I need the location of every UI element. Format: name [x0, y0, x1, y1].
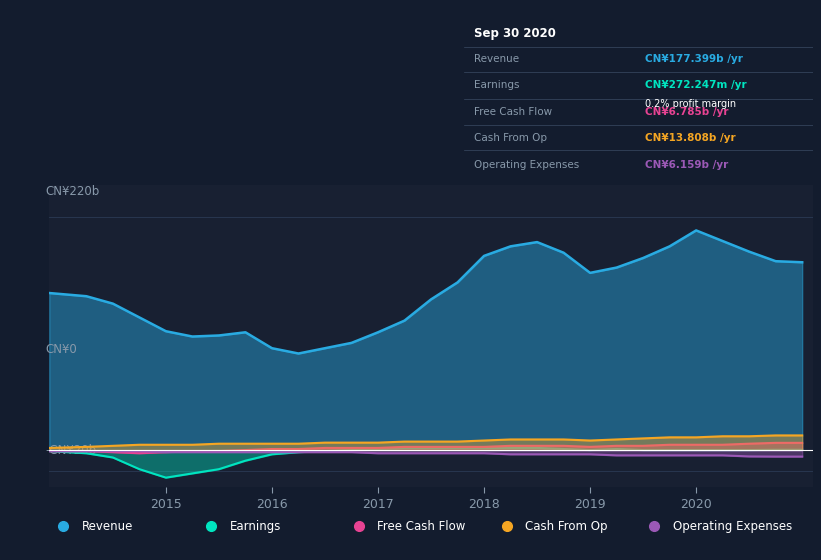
Text: CN¥220b: CN¥220b	[45, 185, 99, 198]
Text: Cash From Op: Cash From Op	[525, 520, 608, 533]
Text: CN¥6.159b /yr: CN¥6.159b /yr	[645, 160, 728, 170]
Text: -CN¥20b: -CN¥20b	[45, 445, 97, 458]
Text: CN¥272.247m /yr: CN¥272.247m /yr	[645, 80, 747, 90]
Text: Operating Expenses: Operating Expenses	[673, 520, 792, 533]
Text: CN¥177.399b /yr: CN¥177.399b /yr	[645, 54, 743, 64]
Text: Sep 30 2020: Sep 30 2020	[475, 27, 556, 40]
Text: Free Cash Flow: Free Cash Flow	[475, 107, 553, 117]
Text: Earnings: Earnings	[475, 80, 520, 90]
Text: CN¥13.808b /yr: CN¥13.808b /yr	[645, 133, 736, 143]
Text: CN¥0: CN¥0	[45, 343, 77, 356]
Text: CN¥6.785b /yr: CN¥6.785b /yr	[645, 107, 729, 117]
Text: Earnings: Earnings	[230, 520, 281, 533]
Text: Operating Expenses: Operating Expenses	[475, 160, 580, 170]
Text: 0.2% profit margin: 0.2% profit margin	[645, 99, 736, 109]
Text: Revenue: Revenue	[475, 54, 520, 64]
Text: Revenue: Revenue	[82, 520, 133, 533]
Text: Cash From Op: Cash From Op	[475, 133, 548, 143]
Text: Free Cash Flow: Free Cash Flow	[378, 520, 466, 533]
